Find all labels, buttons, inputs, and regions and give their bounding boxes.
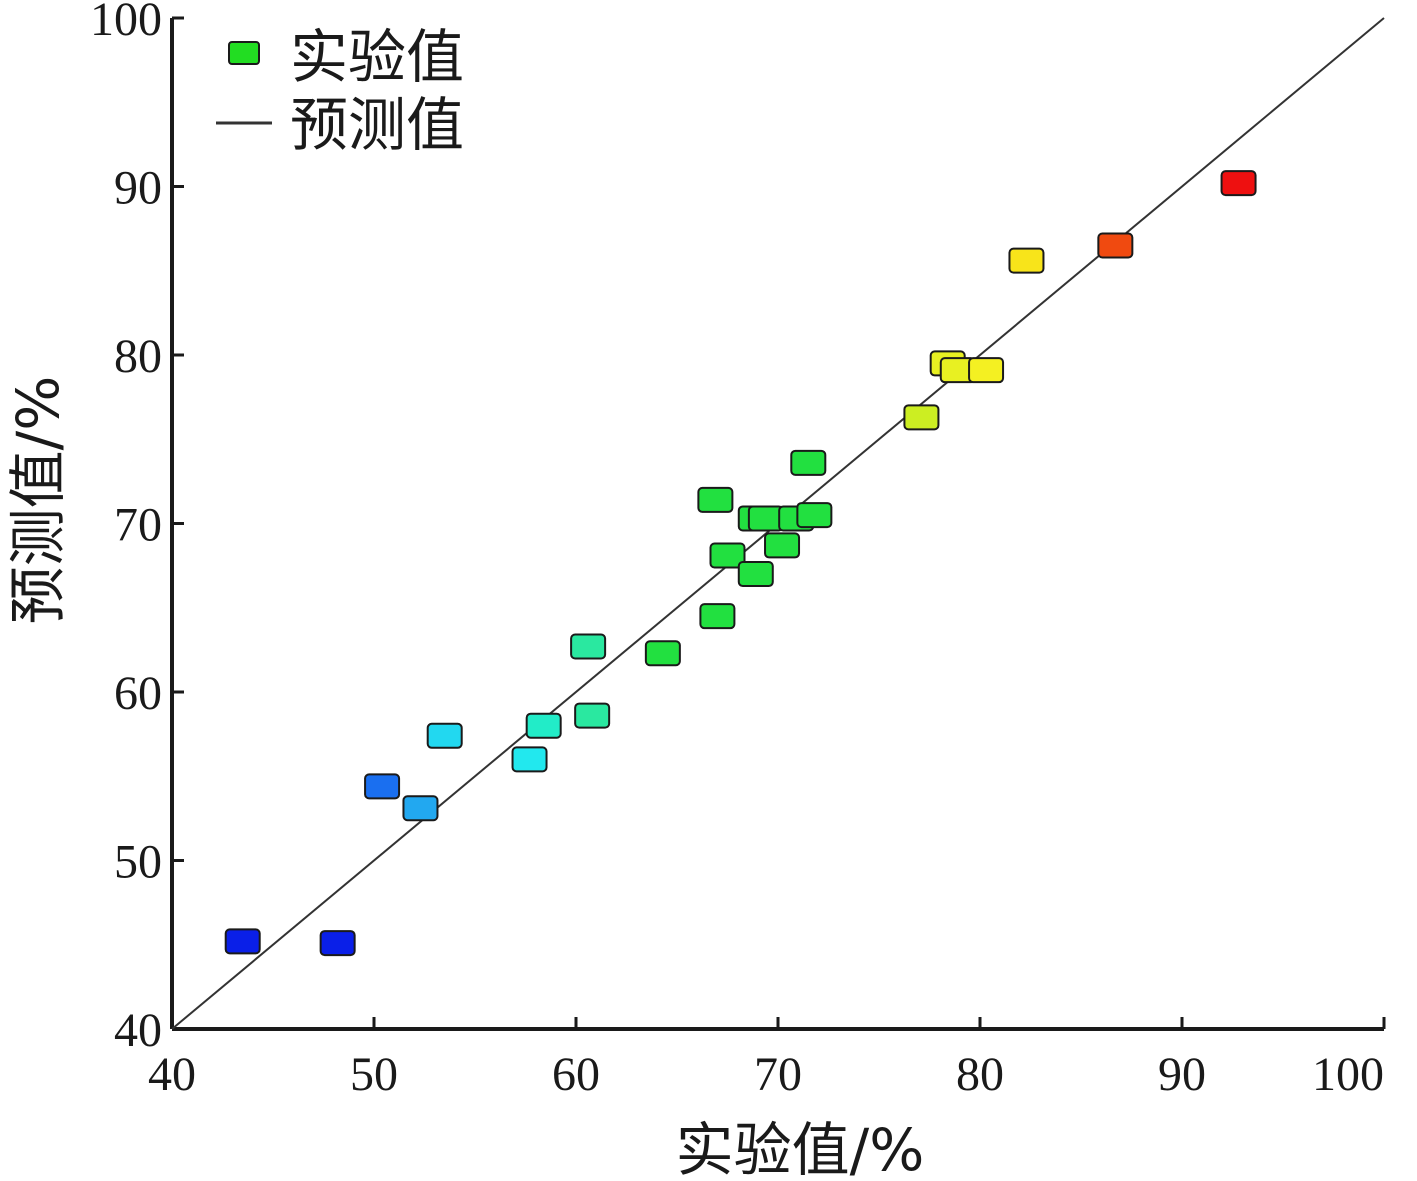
- data-point: [790, 449, 827, 476]
- data-point: [709, 542, 746, 569]
- x-tick-label: 40: [148, 1048, 196, 1101]
- data-points: [224, 170, 1257, 957]
- x-tick-label: 100: [1312, 1048, 1384, 1101]
- legend-label-experimental: 实验值: [290, 23, 464, 91]
- y-axis-label: 预测值/%: [4, 376, 72, 625]
- x-tick-label: 50: [350, 1048, 398, 1101]
- data-point: [319, 930, 356, 957]
- data-point: [570, 633, 607, 660]
- legend: 实验值 预测值: [216, 23, 464, 159]
- x-tick-label: 80: [956, 1048, 1004, 1101]
- y-tick-label: 70: [114, 499, 162, 552]
- x-tick-label: 70: [754, 1048, 802, 1101]
- y-tick-label: 50: [114, 836, 162, 889]
- data-point: [644, 640, 681, 667]
- data-point: [1008, 247, 1045, 274]
- data-point: [796, 502, 833, 529]
- data-point: [697, 486, 734, 513]
- data-point: [525, 712, 562, 739]
- legend-marker-square: [228, 41, 260, 65]
- data-point: [699, 603, 736, 630]
- data-point: [903, 404, 940, 431]
- data-point: [574, 702, 611, 729]
- data-point: [511, 746, 548, 773]
- y-tick-label: 90: [114, 162, 162, 215]
- data-point: [224, 928, 261, 955]
- y-tick-label: 100: [90, 0, 162, 46]
- data-point: [747, 505, 784, 532]
- legend-label-predicted: 预测值: [290, 91, 464, 159]
- data-point: [402, 795, 439, 822]
- data-point: [764, 532, 801, 559]
- y-tick-label: 60: [114, 667, 162, 720]
- x-ticks: 40 50 60 70 80 90 100: [148, 1017, 1386, 1101]
- x-axis-label: 实验值/%: [676, 1116, 925, 1181]
- y-ticks: 40 50 60 70 80 90 100: [90, 0, 184, 1057]
- x-tick-label: 60: [552, 1048, 600, 1101]
- y-tick-label: 80: [114, 330, 162, 383]
- data-point: [1097, 232, 1134, 259]
- data-point: [426, 722, 463, 749]
- data-point: [968, 357, 1005, 384]
- x-tick-label: 90: [1158, 1048, 1206, 1101]
- data-point: [1220, 170, 1257, 197]
- data-point: [364, 773, 401, 800]
- data-point: [737, 561, 774, 588]
- y-tick-label: 40: [114, 1004, 162, 1057]
